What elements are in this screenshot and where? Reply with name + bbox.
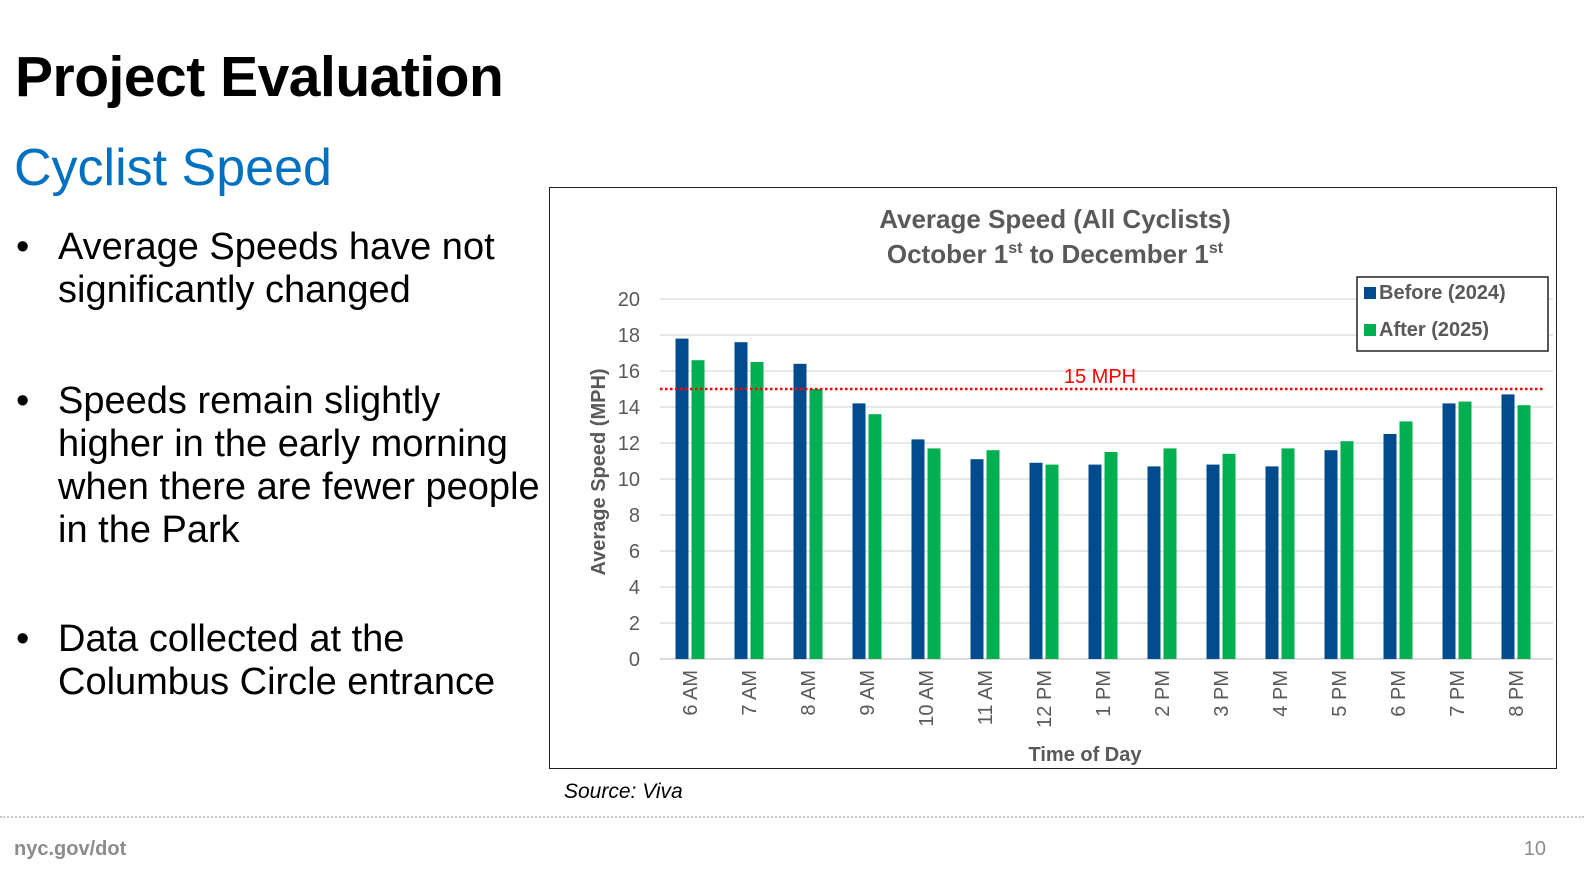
- source-note: Source: Viva: [564, 780, 683, 803]
- bar-before: [675, 338, 689, 659]
- chart-subtitle-superscript: st: [1209, 240, 1224, 257]
- y-tick-label: 20: [618, 289, 640, 311]
- x-axis-ticks: 6 AM 7 AM 8 AM 9 AM 10 AM 11 AM 12 PM 1 PM 2 PM 3…: [680, 670, 1528, 728]
- page-number: 10: [1523, 838, 1546, 860]
- y-axis-label: Average Speed (MPH): [588, 368, 610, 575]
- bar-after: [927, 448, 941, 659]
- y-tick-label: 4: [629, 577, 640, 599]
- bar-before: [970, 459, 984, 659]
- legend-label-after: After (2025): [1379, 319, 1489, 341]
- bar-before: [1029, 462, 1043, 659]
- bar-after: [1045, 464, 1059, 659]
- chart-subtitle: October 1st to December 1st: [887, 239, 1224, 269]
- bullet-text: Data collected at the Columbus Circle en…: [58, 618, 496, 703]
- bar-before: [1442, 403, 1456, 659]
- chart-subtitle-part: to December 1: [1022, 239, 1208, 269]
- bar-after: [750, 362, 764, 659]
- y-tick-label: 18: [618, 325, 640, 347]
- slide-subtitle: Cyclist Speed: [14, 139, 332, 197]
- bar-before: [1324, 450, 1338, 659]
- bullet-text: Speeds remain slightly higher in the ear…: [58, 380, 540, 551]
- x-tick-label: 5 PM: [1329, 670, 1351, 717]
- bar-before: [1265, 466, 1279, 659]
- bullet-item: • Speeds remain slightly higher in the ea…: [14, 380, 544, 552]
- chart-subtitle-part: October 1: [887, 239, 1008, 269]
- bar-chart: Average Speed (All Cyclists) October 1st…: [588, 204, 1553, 766]
- y-tick-label: 16: [618, 361, 640, 383]
- chart-subtitle-superscript: st: [1008, 240, 1023, 257]
- y-tick-label: 2: [629, 613, 640, 635]
- legend-swatch-after: [1364, 324, 1376, 336]
- footer-divider: [0, 816, 1584, 818]
- bar-before: [852, 403, 866, 659]
- y-tick-label: 0: [629, 649, 640, 671]
- x-tick-label: 1 PM: [1093, 670, 1115, 717]
- bar-after: [1399, 421, 1413, 659]
- x-tick-label: 4 PM: [1270, 670, 1292, 717]
- footer-url: nyc.gov/dot: [14, 838, 127, 860]
- legend-swatch-before: [1364, 287, 1376, 299]
- bar-before: [1501, 394, 1515, 659]
- x-tick-label: 12 PM: [1034, 670, 1056, 728]
- x-tick-label: 9 AM: [857, 670, 879, 716]
- bar-after: [1281, 448, 1295, 659]
- bullet-icon: •: [16, 380, 30, 422]
- bar-after: [1340, 441, 1354, 659]
- x-tick-label: 10 AM: [916, 670, 938, 727]
- slide-title: Project Evaluation: [15, 45, 504, 109]
- bars: [675, 338, 1531, 659]
- reference-line-group: 15 MPH: [660, 366, 1543, 391]
- bar-before: [1147, 466, 1161, 659]
- bar-after: [986, 450, 1000, 659]
- bar-after: [1104, 452, 1118, 659]
- bullet-item: • Average Speeds have not significantly c…: [14, 226, 544, 312]
- x-axis-label: Time of Day: [1029, 744, 1143, 766]
- reference-line-label: 15 MPH: [1064, 366, 1136, 388]
- legend-label-before: Before (2024): [1379, 282, 1506, 304]
- bar-after: [1222, 453, 1236, 659]
- y-tick-label: 6: [629, 541, 640, 563]
- bullet-icon: •: [16, 618, 30, 660]
- bar-after: [868, 414, 882, 659]
- bar-after: [809, 389, 823, 659]
- y-axis-ticks: 0 2 4 6 8 10 12 14 16 18 20: [618, 289, 640, 671]
- x-tick-label: 8 PM: [1506, 670, 1528, 717]
- x-tick-label: 3 PM: [1211, 670, 1233, 717]
- y-tick-label: 14: [618, 397, 640, 419]
- chart-title: Average Speed (All Cyclists): [879, 204, 1231, 234]
- y-tick-label: 10: [618, 469, 640, 491]
- bar-before: [911, 439, 925, 659]
- bar-after: [1458, 401, 1472, 659]
- x-tick-label: 7 AM: [739, 670, 761, 716]
- bullet-text: Average Speeds have not significantly ch…: [58, 226, 495, 311]
- bar-after: [1163, 448, 1177, 659]
- y-tick-label: 8: [629, 505, 640, 527]
- x-tick-label: 2 PM: [1152, 670, 1174, 717]
- legend-box: [1356, 276, 1549, 352]
- x-tick-label: 6 AM: [680, 670, 702, 716]
- y-tick-label: 12: [618, 433, 640, 455]
- bullet-item: • Data collected at the Columbus Circle e…: [14, 618, 544, 704]
- x-tick-label: 6 PM: [1388, 670, 1410, 717]
- bar-before: [793, 363, 807, 659]
- bar-after: [691, 360, 705, 659]
- bar-before: [1206, 464, 1220, 659]
- bar-before: [1088, 464, 1102, 659]
- bullet-list: • Average Speeds have not significantly c…: [14, 226, 544, 704]
- bullet-icon: •: [16, 226, 30, 268]
- x-tick-label: 7 PM: [1447, 670, 1469, 717]
- bar-after: [1517, 405, 1531, 659]
- bar-before: [734, 342, 748, 659]
- x-tick-label: 11 AM: [975, 670, 997, 725]
- chart-container: Average Speed (All Cyclists) October 1st…: [549, 187, 1557, 769]
- x-tick-label: 8 AM: [798, 670, 820, 716]
- legend: Before (2024) After (2025): [1356, 276, 1549, 352]
- bar-before: [1383, 434, 1397, 659]
